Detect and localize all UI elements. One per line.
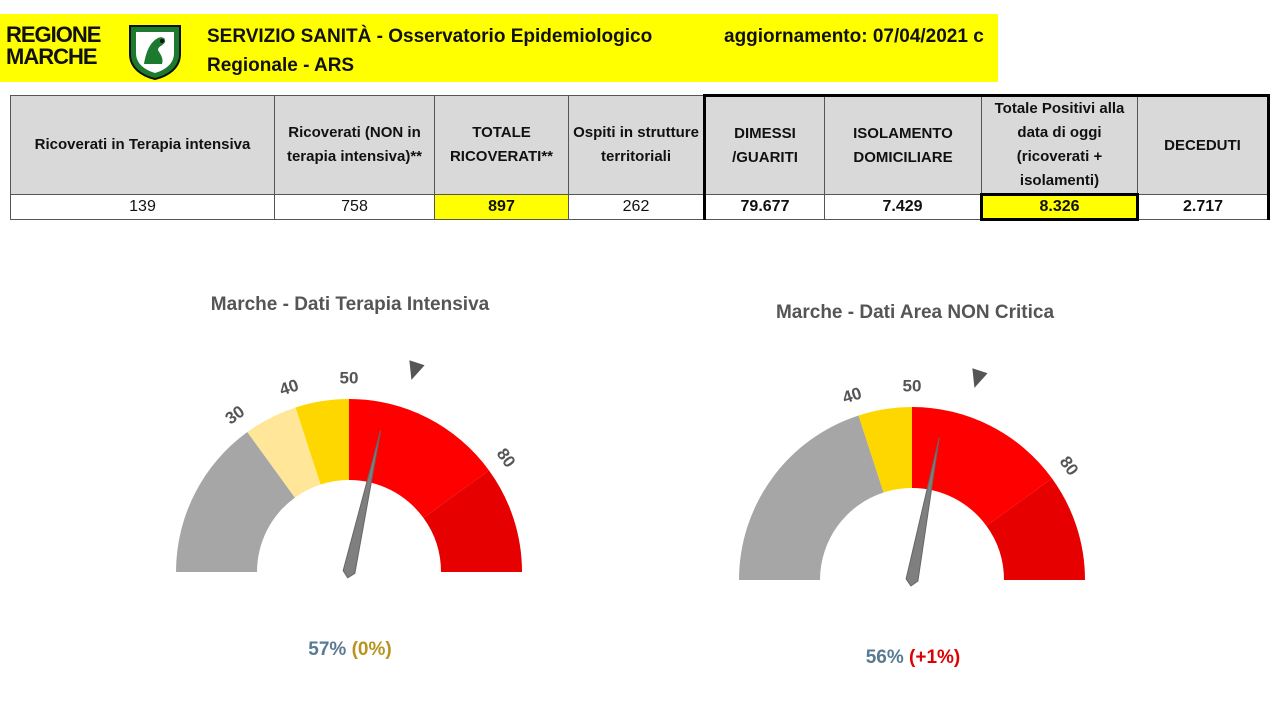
- gauge-1-tick-label-40: 40: [277, 376, 301, 400]
- gauge-1-band-4: [423, 470, 522, 572]
- value-non-icu: 758: [274, 194, 435, 220]
- header-deaths: DECEDUTI: [1137, 94, 1270, 195]
- gauge-2-band-0: [739, 415, 884, 580]
- gauge-1-band-1: [247, 407, 321, 498]
- value-deaths: 2.717: [1137, 194, 1270, 220]
- gauge-1-band-2: [295, 399, 349, 485]
- gauge-1-threshold-marker: [409, 360, 425, 380]
- gauge-2-band-3: [986, 478, 1085, 580]
- gauge-2-threshold-marker: [972, 368, 988, 388]
- value-icu: 139: [10, 194, 275, 220]
- gauge-1-title: Marche - Dati Terapia Intensiva: [210, 294, 490, 315]
- gauge-1-band-3: [349, 399, 489, 518]
- header-total-positives: Totale Positivi alla data di oggi (ricov…: [981, 94, 1138, 195]
- gauge-2-tick-label-40: 40: [840, 384, 864, 408]
- logo-line-1: REGIONE: [6, 22, 101, 47]
- table-header-row: Ricoverati in Terapia intensiva Ricovera…: [10, 94, 1270, 195]
- header-home-isolation: ISOLAMENTO DOMICILIARE: [824, 94, 982, 195]
- table-row: 139 758 897 262 79.677 7.429 8.326 2.717: [10, 193, 1270, 221]
- gauge-2-value: 56% (+1%): [813, 647, 1013, 669]
- gauge-1-value: 57% (0%): [250, 639, 450, 661]
- service-title: SERVIZIO SANITÀ - Osservatorio Epidemiol…: [207, 22, 652, 80]
- service-title-line-2: Regionale - ARS: [207, 55, 355, 76]
- value-territorial-guests: 262: [568, 194, 705, 220]
- gauge-1-tick-label-80: 80: [493, 445, 519, 471]
- value-home-isolation: 7.429: [824, 194, 982, 220]
- stats-table: Ricoverati in Terapia intensiva Ricovera…: [10, 94, 1270, 221]
- shield-icon: [129, 25, 181, 80]
- logo-text: REGIONE MARCHE: [6, 24, 130, 68]
- header-non-icu: Ricoverati (NON in terapia intensiva)**: [274, 95, 435, 195]
- service-title-line-1: SERVIZIO SANITÀ - Osservatorio Epidemiol…: [207, 26, 653, 47]
- gauge-2-delta: (+1%): [909, 647, 961, 668]
- logo-line-2: MARCHE: [6, 44, 98, 69]
- update-date: aggiornamento: 07/04/2021 c: [724, 26, 984, 47]
- header-total-hospitalized: TOTALE RICOVERATI**: [434, 95, 569, 195]
- header-territorial-guests: Ospiti in strutture territoriali: [568, 95, 705, 195]
- gauge-2-tick-label-50: 50: [903, 376, 922, 395]
- gauge-2-band-2: [912, 407, 1052, 526]
- regione-marche-logo: REGIONE MARCHE: [6, 24, 181, 80]
- gauge-1-tick-label-50: 50: [340, 368, 359, 387]
- gauge-1-needle: [342, 430, 382, 579]
- gauge-1-band-0: [176, 432, 295, 572]
- gauge-2: 40 50 80: [739, 368, 1085, 587]
- header-banner: REGIONE MARCHE SERVIZIO SANITÀ - Osserva…: [0, 14, 998, 82]
- gauge-2-tick-label-80: 80: [1056, 453, 1082, 479]
- gauge-2-band-1: [858, 407, 912, 493]
- gauge-2-title: Marche - Dati Area NON Critica: [775, 302, 1055, 323]
- header-discharged: DIMESSI /GUARITI: [703, 94, 825, 195]
- gauge-2-percent: 56%: [865, 647, 904, 668]
- header-icu: Ricoverati in Terapia intensiva: [10, 95, 275, 195]
- gauge-1-tick-label-30: 30: [222, 402, 248, 428]
- gauge-1: 30 40 50 80: [176, 360, 522, 579]
- gauge-1-delta: (0%): [351, 639, 392, 660]
- value-total-positives: 8.326: [980, 193, 1139, 221]
- gauge-2-needle: [905, 437, 940, 587]
- gauge-1-percent: 57%: [308, 639, 347, 660]
